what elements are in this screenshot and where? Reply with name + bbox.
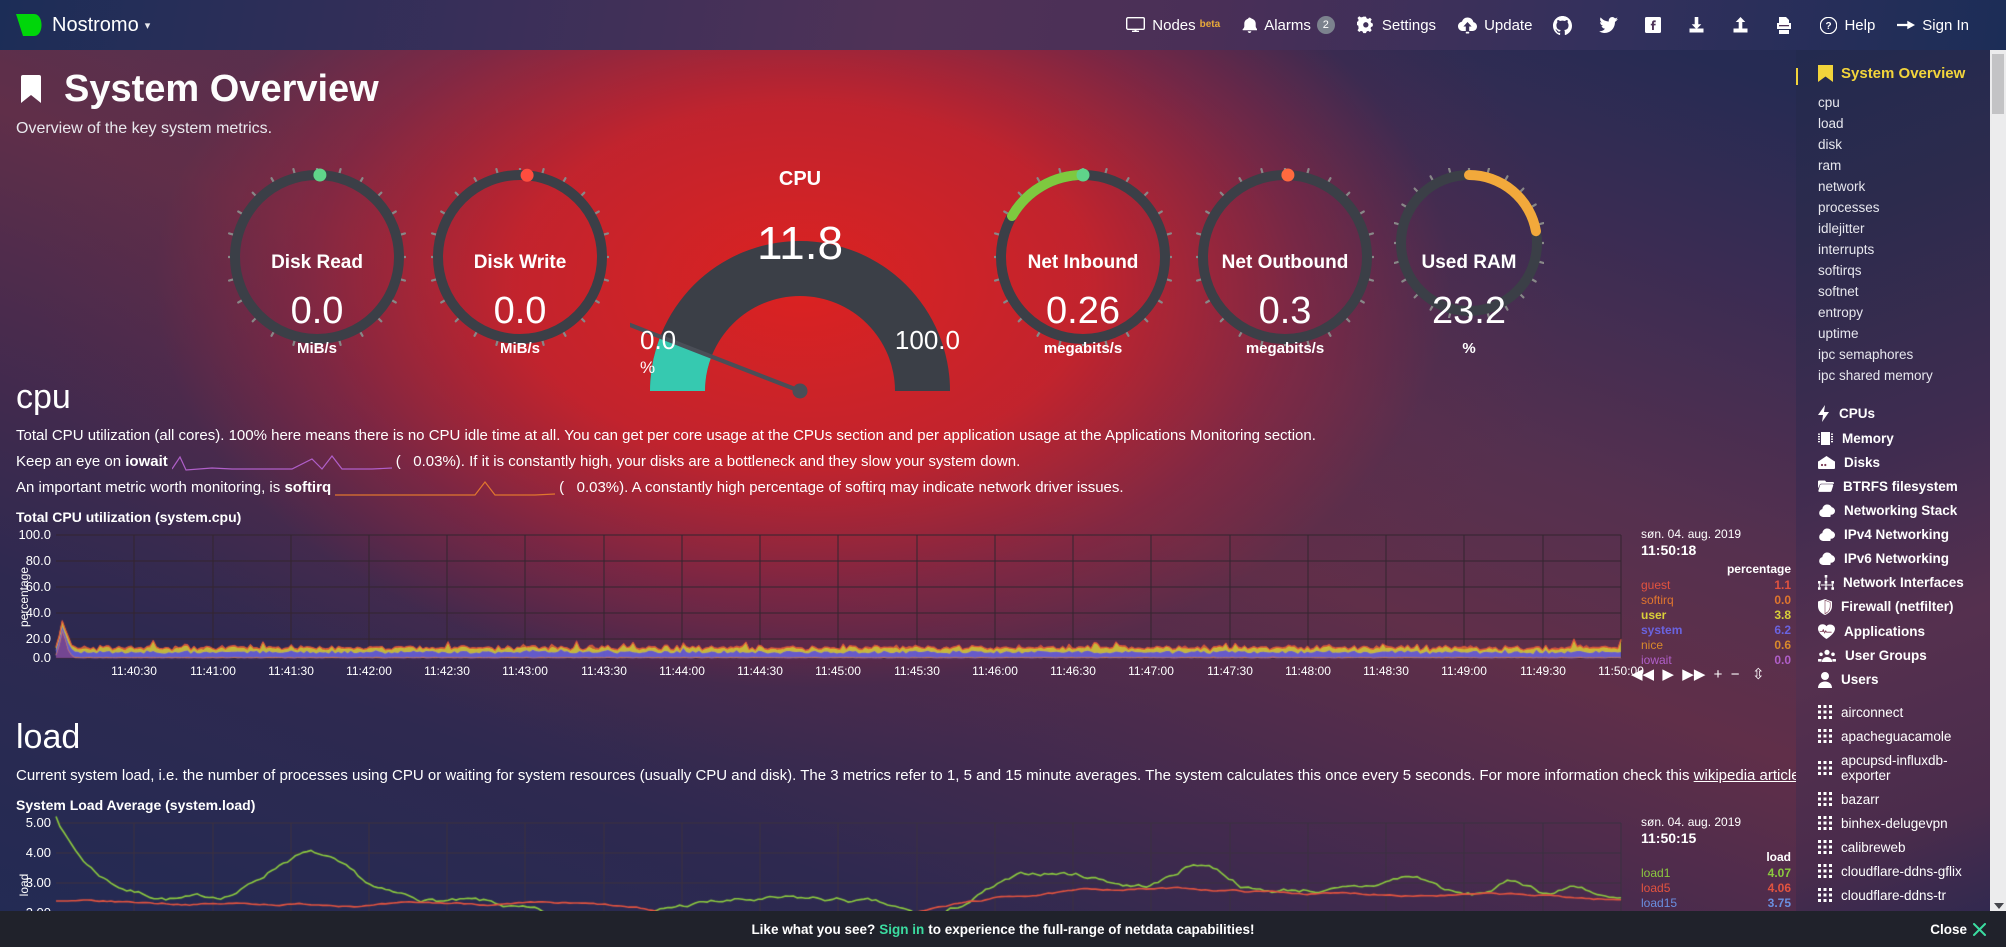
- svg-text:?: ?: [1826, 21, 1832, 32]
